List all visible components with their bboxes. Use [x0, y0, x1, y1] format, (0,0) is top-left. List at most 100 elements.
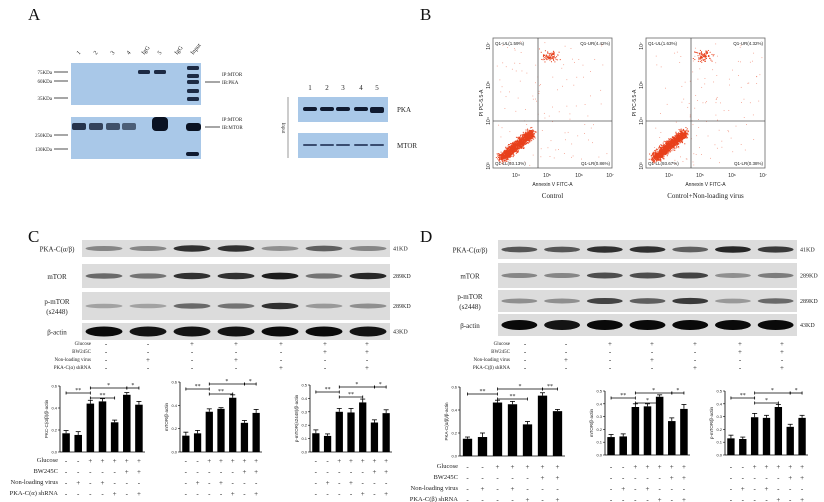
- dot: [513, 48, 515, 49]
- dot: [705, 53, 707, 55]
- dot: [668, 146, 670, 148]
- dot: [520, 134, 522, 136]
- dot: [504, 156, 506, 158]
- band: [349, 326, 387, 337]
- dot: [510, 149, 512, 151]
- bar: [182, 435, 190, 452]
- dot: [528, 140, 530, 142]
- condition-sign: -: [232, 468, 235, 476]
- dot: [583, 76, 584, 78]
- dot: [692, 60, 694, 62]
- bar: [359, 402, 367, 452]
- kd-label: 289KD: [393, 274, 411, 280]
- bar: [110, 422, 119, 452]
- condition-label: Non-loading virus: [411, 485, 459, 492]
- dot: [668, 140, 670, 142]
- band: [349, 272, 387, 280]
- condition-sign: +: [788, 474, 792, 482]
- dot: [687, 106, 689, 108]
- condition-sign: -: [105, 356, 108, 364]
- dot: [551, 58, 553, 60]
- panel-label-d: D: [420, 227, 432, 246]
- condition-label: Glucose: [75, 342, 92, 347]
- dot: [656, 158, 658, 160]
- dot: [684, 133, 686, 135]
- condition-sign: -: [243, 490, 246, 498]
- dot: [673, 142, 675, 144]
- dot: [505, 96, 507, 98]
- dot: [685, 130, 687, 132]
- dot: [505, 151, 507, 153]
- dot: [522, 140, 524, 142]
- significance-label: *: [646, 398, 649, 404]
- dot: [506, 155, 508, 157]
- dot: [506, 160, 508, 162]
- dot: [502, 155, 504, 157]
- dot: [509, 149, 511, 151]
- condition-sign: -: [753, 485, 756, 493]
- dot: [528, 136, 530, 138]
- dot: [515, 136, 517, 138]
- dot: [526, 137, 528, 139]
- condition-sign: +: [231, 490, 235, 498]
- dot: [687, 130, 689, 132]
- dot: [706, 51, 708, 53]
- dot: [696, 52, 698, 54]
- dot: [669, 147, 671, 149]
- dot: [658, 158, 660, 160]
- dot: [697, 55, 699, 57]
- dot: [676, 144, 678, 146]
- dot: [660, 150, 662, 152]
- dot: [518, 139, 520, 141]
- bar: [123, 394, 131, 452]
- dot: [703, 54, 705, 56]
- dot: [653, 156, 655, 158]
- dot: [512, 142, 514, 144]
- dot: [505, 155, 507, 157]
- condition-sign: -: [350, 490, 353, 498]
- dot: [505, 153, 507, 155]
- band: [173, 245, 211, 252]
- dot: [522, 142, 524, 144]
- dot: [663, 148, 665, 150]
- dot: [673, 147, 675, 149]
- band: [152, 117, 168, 131]
- dot: [507, 155, 509, 157]
- dot: [511, 151, 513, 153]
- condition-sign: -: [634, 474, 637, 482]
- dot: [567, 131, 569, 133]
- dot: [504, 155, 506, 157]
- dot: [571, 156, 572, 158]
- dot: [529, 140, 531, 142]
- condition-sign: +: [349, 457, 353, 465]
- dot: [684, 137, 686, 139]
- dot: [527, 134, 529, 136]
- dot: [562, 85, 563, 87]
- dot: [658, 159, 660, 161]
- dot: [702, 54, 704, 56]
- dot: [584, 124, 586, 125]
- condition-sign: -: [646, 496, 649, 502]
- bar: [252, 412, 260, 452]
- y-tick-label: 10³: [639, 162, 645, 170]
- condition-sign: +: [365, 364, 369, 372]
- dot: [516, 139, 518, 141]
- dot: [552, 76, 554, 78]
- dot: [524, 134, 526, 136]
- y-tick-label: 10³: [486, 162, 492, 170]
- band: [349, 245, 387, 252]
- dot: [684, 137, 686, 139]
- condition-sign: -: [658, 474, 661, 482]
- condition-sign: -: [789, 496, 792, 502]
- dot: [504, 149, 506, 151]
- dot: [505, 149, 507, 151]
- dot: [529, 139, 531, 141]
- significance-label: *: [765, 398, 768, 404]
- condition-sign: -: [324, 356, 327, 364]
- dot: [542, 59, 544, 61]
- dot: [496, 65, 498, 67]
- condition-sign: +: [219, 457, 223, 465]
- dot: [753, 139, 755, 140]
- dot: [553, 56, 555, 58]
- condition-sign: -: [753, 474, 756, 482]
